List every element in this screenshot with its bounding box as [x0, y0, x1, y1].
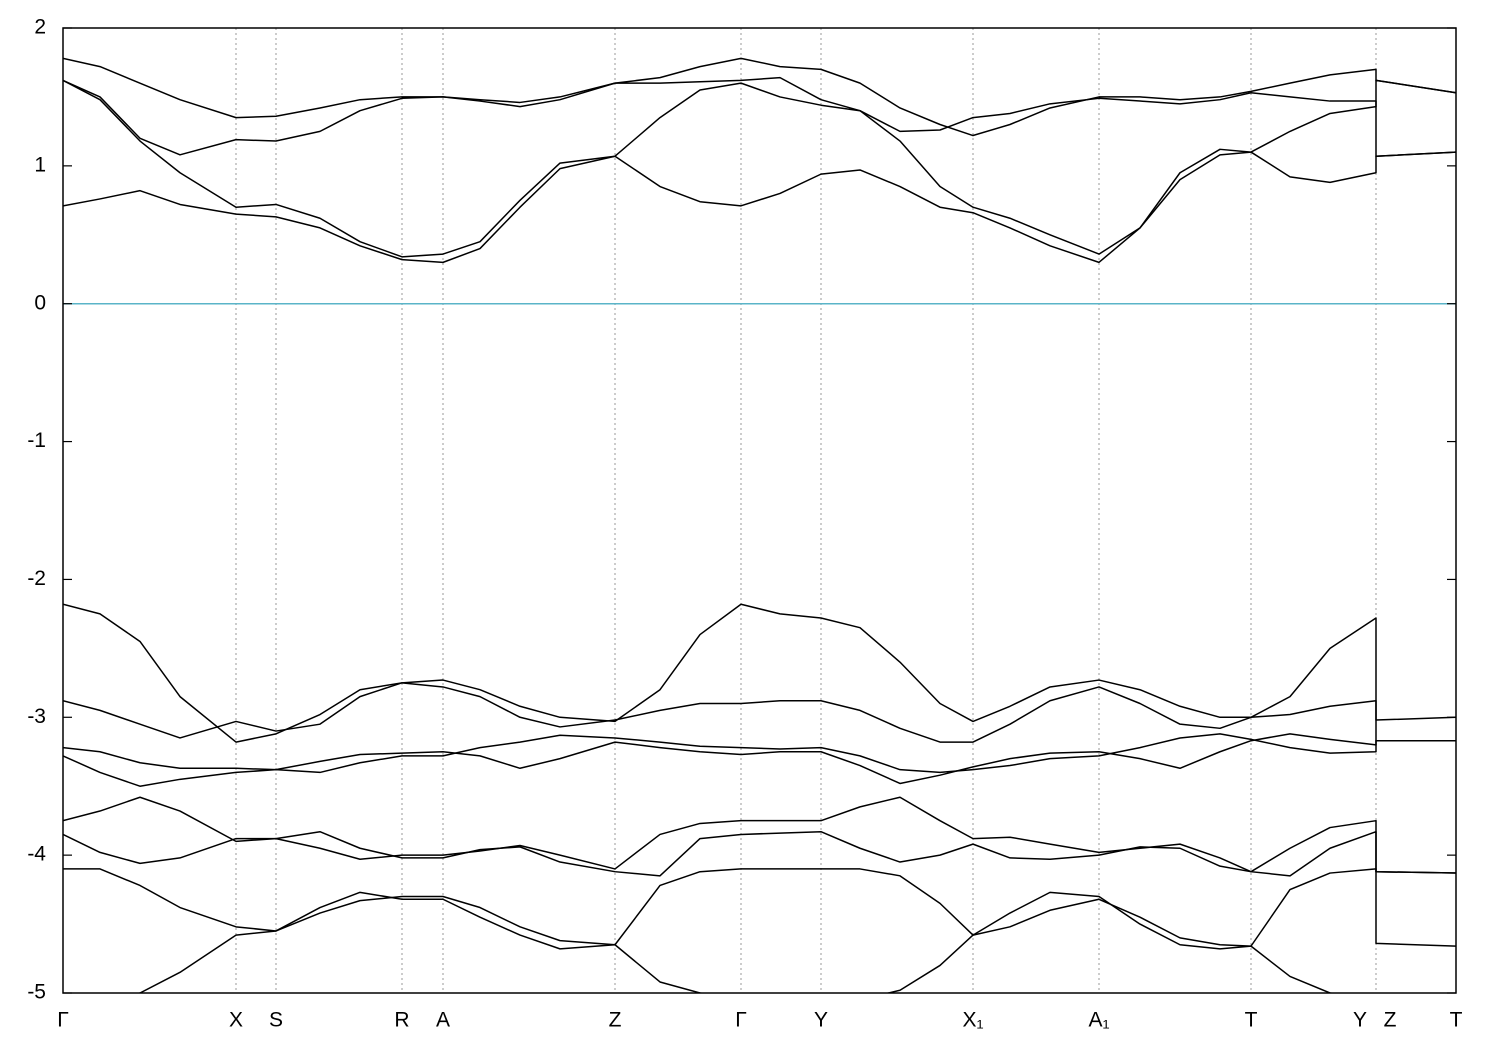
x-tick-label: X₁: [962, 1009, 983, 1032]
band-line: [63, 57, 1456, 137]
y-tick-label: -5: [27, 981, 46, 1004]
bands: [63, 57, 1456, 993]
band-line: [63, 76, 1456, 157]
band-line: [63, 733, 1456, 787]
x-tick-label: A₁: [1088, 1009, 1109, 1032]
x-tick-label: Γ: [57, 1009, 69, 1032]
x-tick-label: R: [394, 1009, 409, 1032]
band-line: [63, 682, 1456, 743]
y-tick-label: 0: [34, 291, 46, 314]
y-tick-label: 2: [34, 16, 46, 39]
band-line: [63, 603, 1456, 743]
y-tick-label: 1: [34, 153, 46, 176]
band-line: [63, 868, 1456, 947]
x-tick-label: Z: [609, 1009, 622, 1032]
band-line: [63, 830, 1456, 877]
x-tick-label: A: [436, 1009, 450, 1032]
y-tick-label: -4: [27, 843, 46, 866]
plot-frame: [62, 27, 1457, 994]
x-tick-label: S: [269, 1009, 283, 1032]
x-tick-label: T: [1450, 1009, 1463, 1032]
band-line: [63, 79, 1456, 258]
grid: [63, 28, 1456, 993]
x-tick-label: Γ: [735, 1009, 747, 1032]
y-tick-label: -2: [27, 567, 46, 590]
y-tick-label: -1: [27, 429, 46, 452]
x-tick-label: Y: [814, 1009, 828, 1032]
x-tick-label: Y: [1353, 1009, 1367, 1032]
x-tick-label: Z: [1384, 1009, 1397, 1032]
x-tick-label: X: [229, 1009, 243, 1032]
band-line: [63, 796, 1456, 874]
band-line: [138, 891, 1336, 993]
x-tick-label: T: [1245, 1009, 1258, 1032]
band-line: [63, 733, 1456, 785]
y-tick-label: -3: [27, 705, 46, 728]
band-line: [63, 148, 1456, 264]
